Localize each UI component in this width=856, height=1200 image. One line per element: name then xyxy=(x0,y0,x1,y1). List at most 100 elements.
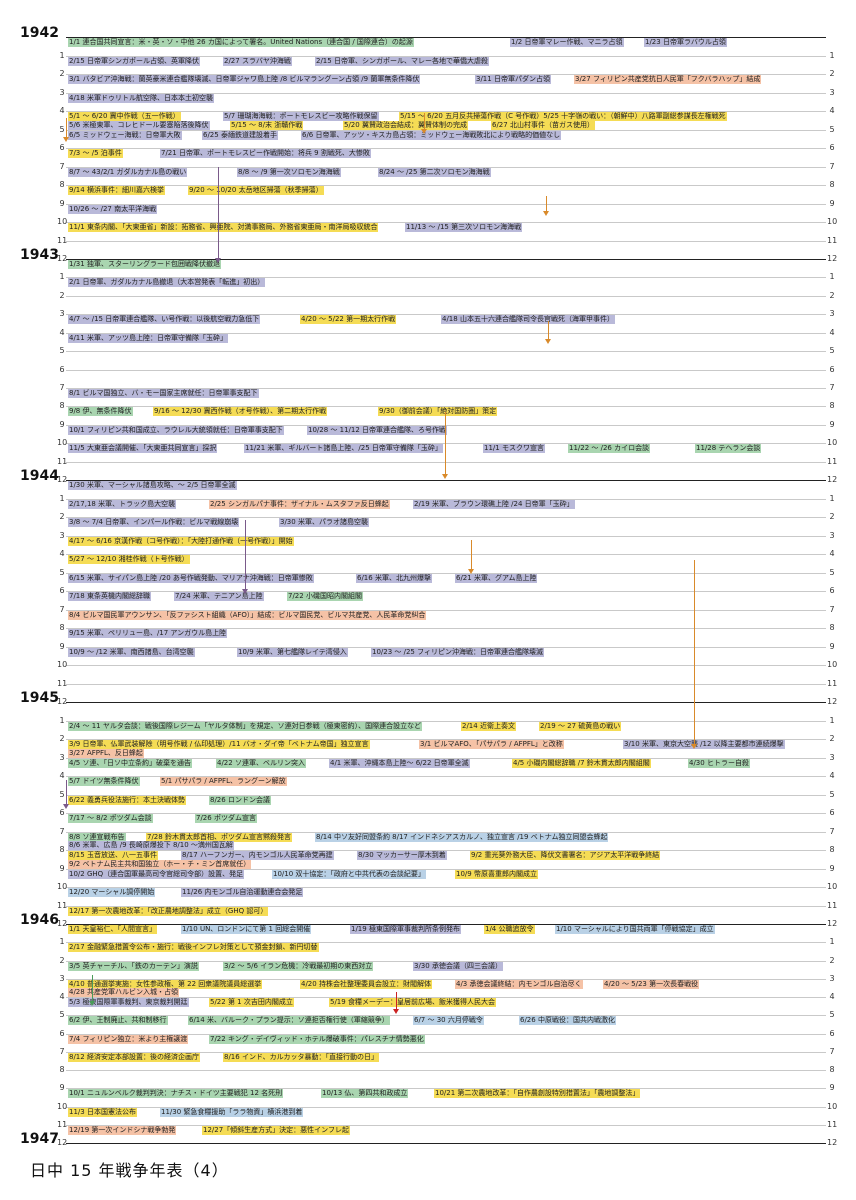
month-line xyxy=(66,314,826,316)
month-number: 2 xyxy=(829,734,835,743)
month-line xyxy=(66,813,826,814)
page-title: 日中 15 年戦争年表（4） xyxy=(30,1161,229,1180)
timeline-event: 2/17,18 米軍、トラック島大空襲 xyxy=(68,499,177,509)
month-number: 5 xyxy=(59,1010,65,1020)
month-number: 1 xyxy=(59,937,65,947)
month-line xyxy=(66,74,826,75)
month-number: 8 xyxy=(829,180,835,189)
timeline-event: 2/19 ～ 27 硫黄島の戦い xyxy=(539,721,622,731)
month-number: 4 xyxy=(829,771,835,780)
timeline-event: 5/3 極東国際軍事裁判、東京裁判開廷 xyxy=(68,998,189,1007)
timeline-event: 3/27 フィリピン共産党抗日人民軍「フクバラハップ」結成 xyxy=(574,75,762,84)
timeline-event: 7/22 小磯国昭内閣組閣 xyxy=(287,592,363,601)
timeline-event: 1/2 日帝軍マレー作戦、マニラ占領 xyxy=(510,38,624,47)
timeline-event: 8/16 インド、カルカッタ暴動：「直接行動の日」 xyxy=(223,1052,379,1062)
month-number: 5 xyxy=(829,1010,835,1020)
timeline-event: 2/1 日帝軍、ガダルカナル島撤退（大本営発表「転進」初出） xyxy=(68,278,266,288)
month-number: 9 xyxy=(829,641,835,651)
month-line xyxy=(66,628,826,629)
timeline-event: 11/28 テヘラン会談 xyxy=(695,444,762,454)
month-number: 7 xyxy=(829,382,835,392)
timeline-event: 11/3 日本国憲法公布 xyxy=(68,1107,137,1117)
timeline-event: 6/21 米軍、グアム島上陸 xyxy=(455,573,538,583)
timeline-event: 5/1 ～ 6/20 冀中作戦（五一作戦） xyxy=(68,112,181,121)
year-divider xyxy=(66,37,826,38)
month-line xyxy=(66,332,826,334)
month-number: 10 xyxy=(827,882,838,891)
month-line xyxy=(66,868,826,870)
month-number: 12 xyxy=(57,1138,68,1147)
timeline-event: 8/6 米軍、広島 /9 長崎原爆投下 8/10 ～満州国瓦解 xyxy=(68,841,234,850)
month-number: 5 xyxy=(829,124,835,134)
timeline-event: 4/17 ～ 6/16 京漢作戦（コ号作戦）：「大陸打通作戦（一号作戦）」開始 xyxy=(68,536,294,546)
year-label: 1942 xyxy=(20,25,59,41)
month-number: 10 xyxy=(827,217,838,226)
month-line xyxy=(66,572,826,574)
timeline-event: 4/5 小磯内閣総辞職 /7 鈴木貫太郎内閣組閣 xyxy=(512,758,651,768)
timeline-event: 9/15 米軍、ペリリュー島、/17 アンガウル島上陸 xyxy=(68,629,228,638)
timeline-event: 7/26 ポツダム宣言 xyxy=(195,814,257,823)
month-number: 2 xyxy=(829,290,835,300)
month-number: 6 xyxy=(59,808,65,817)
timeline-event: 8/4 ビルマ国民軍アウンサン、「反ファシスト組織（AFO）」結成：ビルマ国民党… xyxy=(68,610,427,620)
timeline-event: 4/7 ～ /15 日帝軍連合艦隊、い号作戦：以後航空戦力急低下 xyxy=(68,315,261,325)
year-divider xyxy=(66,1143,826,1144)
month-number: 9 xyxy=(59,641,65,651)
duration-arrow xyxy=(89,975,95,1006)
timeline-event: 10/9 米軍、第七艦隊レイテ湾侵入 xyxy=(237,647,348,657)
month-line xyxy=(66,646,826,648)
month-number: 1 xyxy=(829,272,835,282)
timeline-event: 7/18 東条英機内閣総辞職 xyxy=(68,592,151,601)
month-number: 12 xyxy=(57,697,68,706)
timeline-event: 11/22 ～ /26 カイロ会談 xyxy=(568,444,651,454)
month-line xyxy=(66,609,826,611)
month-number: 8 xyxy=(59,845,65,854)
month-line xyxy=(66,166,826,168)
month-number: 11 xyxy=(57,678,68,688)
timeline-event: 11/1 モスクワ宣言 xyxy=(483,444,545,454)
month-number: 10 xyxy=(827,438,838,448)
month-number: 9 xyxy=(59,419,65,429)
month-number: 7 xyxy=(829,1046,835,1056)
timeline-event: 10/9 幣原喜重郎内閣成立 xyxy=(455,869,538,879)
timeline-event: 8/8 ソ連宣戦布告 xyxy=(68,832,126,842)
month-number: 4 xyxy=(59,992,65,1001)
timeline-event: 6/26 中原戦役：国共内戦激化 xyxy=(519,1016,616,1026)
timeline-event: 5/19 食糧メーデー：皇居前広場、飯米獲得人民大会 xyxy=(329,998,496,1007)
month-line xyxy=(66,461,826,463)
timeline-event: 9/2 重光葵外務大臣、降伏文書署名：アジア太平洋戦争終結 xyxy=(470,851,661,860)
timeline-event: 8/17 ハーフンガー、内モンゴル人民革命党再建 xyxy=(181,851,334,860)
year-label: 1943 xyxy=(20,247,59,263)
timeline-event: 4/18 米軍ドゥリトル航空隊、日本本土初空襲 xyxy=(68,93,214,103)
month-number: 4 xyxy=(59,106,65,115)
month-number: 6 xyxy=(829,1028,835,1038)
month-number: 9 xyxy=(829,863,835,873)
timeline-event: 5/15 ～ 6/20 五月反共掃蕩作戦（C 号作戦）5/25 十字嶺の戦い：（… xyxy=(399,112,727,121)
month-number: 3 xyxy=(829,752,835,762)
timeline-event: 4/5 ソ連、「日ソ中立条約」破棄を通告 xyxy=(68,758,192,768)
timeline-event: 11/1 東条内閣、「大東亜省」新設：拓務省、興亜院、対満事務局、外務省東亜局・… xyxy=(68,223,379,232)
timeline-event: 10/23 ～ /25 フィリピン沖海戦：日帝軍連合艦隊壊滅 xyxy=(371,647,544,657)
timeline-event: 5/27 ～ 12/10 湘桂作戦（ト号作戦） xyxy=(68,555,190,564)
year-label: 1947 xyxy=(20,1131,59,1147)
month-line xyxy=(66,424,826,426)
timeline-event: 8/30 マッカーサー厚木到着 xyxy=(357,851,447,860)
month-number: 2 xyxy=(59,512,65,521)
month-number: 2 xyxy=(59,69,65,78)
month-line xyxy=(66,850,826,851)
month-number: 1 xyxy=(59,715,65,725)
timeline-event: 7/24 米軍、テニアン島上陸 xyxy=(174,592,264,601)
month-line xyxy=(66,148,826,149)
timeline-event: 11/26 内モンゴル自治運動連合会発足 xyxy=(181,888,304,897)
month-number: 7 xyxy=(59,604,65,614)
month-number: 1 xyxy=(829,50,835,60)
month-number: 12 xyxy=(57,254,68,263)
timeline-event: 11/13 ～ /15 第三次ソロモン海海戦 xyxy=(405,223,523,232)
timeline-event: 5/7 ドイツ無条件降伏 xyxy=(68,777,140,786)
month-line xyxy=(66,222,826,223)
timeline-event: 9/14 横浜事件：細川嘉六検挙 xyxy=(68,186,165,195)
month-line xyxy=(66,887,826,888)
month-line xyxy=(66,978,826,980)
month-number: 4 xyxy=(829,992,835,1001)
timeline-event: 10/21 第二次農地改革：「自作農創設特別措置法」「農地調整法」 xyxy=(434,1089,641,1099)
